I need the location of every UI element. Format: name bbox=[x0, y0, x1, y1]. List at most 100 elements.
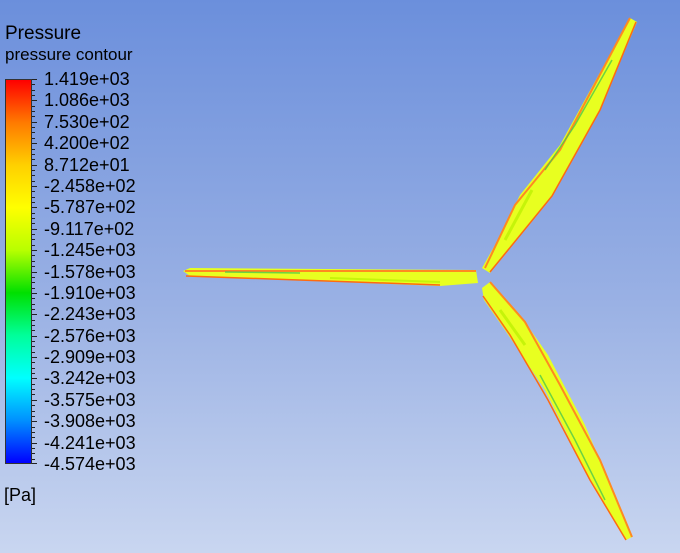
colorbar-tick-label: -4.574e+03 bbox=[44, 454, 136, 474]
colorbar-minor-tick bbox=[32, 234, 35, 236]
blade-lower bbox=[482, 281, 633, 541]
colorbar-minor-tick bbox=[32, 169, 35, 171]
colorbar-minor-tick bbox=[32, 132, 35, 134]
colorbar-minor-tick bbox=[32, 405, 35, 407]
colorbar-tick bbox=[32, 271, 37, 273]
colorbar-tick-label: -2.243e+03 bbox=[44, 304, 136, 325]
colorbar-minor-tick bbox=[32, 180, 35, 182]
colorbar-tick-label: 1.419e+03 bbox=[44, 69, 130, 89]
colorbar-minor-tick bbox=[32, 137, 35, 139]
colorbar-tick-label: -1.245e+03 bbox=[44, 240, 136, 261]
colorbar-minor-tick bbox=[32, 266, 35, 268]
colorbar-tick bbox=[32, 121, 37, 123]
colorbar-minor-tick bbox=[32, 159, 35, 161]
colorbar-minor-tick bbox=[32, 367, 35, 369]
colorbar-minor-tick bbox=[32, 298, 35, 300]
colorbar-minor-tick bbox=[32, 239, 35, 241]
blade-left bbox=[183, 268, 478, 286]
colorbar-tick-label: 4.200e+02 bbox=[44, 133, 130, 154]
colorbar-minor-tick bbox=[32, 453, 35, 455]
colorbar-minor-tick bbox=[32, 319, 35, 321]
colorbar-minor-tick bbox=[32, 389, 35, 391]
pressure-colorbar bbox=[5, 79, 32, 464]
colorbar-minor-tick bbox=[32, 191, 35, 193]
colorbar-minor-tick bbox=[32, 153, 35, 155]
colorbar-tick-label: -1.578e+03 bbox=[44, 261, 136, 282]
colorbar-minor-tick bbox=[32, 303, 35, 305]
colorbar-tick bbox=[32, 442, 37, 444]
colorbar-tick bbox=[32, 143, 37, 145]
colorbar-tick-label: -3.908e+03 bbox=[44, 411, 136, 432]
colorbar-minor-tick bbox=[32, 148, 35, 150]
colorbar-minor-tick bbox=[32, 346, 35, 348]
colorbar-tick-label: -5.787e+02 bbox=[44, 197, 136, 218]
colorbar-tick bbox=[32, 357, 37, 359]
colorbar-minor-tick bbox=[32, 410, 35, 412]
colorbar-minor-tick bbox=[32, 324, 35, 326]
colorbar-tick-label: -9.117e+02 bbox=[44, 218, 135, 239]
colorbar-tick-label: 1.086e+03 bbox=[44, 90, 130, 111]
colorbar-tick bbox=[32, 79, 37, 80]
colorbar-tick-label: -4.241e+03 bbox=[44, 432, 136, 453]
colorbar-tick-label: -1.910e+03 bbox=[44, 282, 136, 303]
colorbar-minor-tick bbox=[32, 244, 35, 246]
colorbar-tick bbox=[32, 292, 37, 294]
colorbar-minor-tick bbox=[32, 105, 35, 107]
colorbar-tick bbox=[32, 335, 37, 337]
colorbar-tick bbox=[32, 399, 37, 401]
colorbar-minor-tick bbox=[32, 127, 35, 129]
colorbar-minor-tick bbox=[32, 84, 35, 86]
colorbar-tick-label: 8.712e+01 bbox=[44, 154, 130, 175]
colorbar-minor-tick bbox=[32, 308, 35, 310]
colorbar-minor-tick bbox=[32, 95, 35, 97]
colorbar-tick bbox=[32, 164, 37, 166]
blade-upper bbox=[482, 17, 637, 273]
colorbar-minor-tick bbox=[32, 415, 35, 417]
colorbar-minor-tick bbox=[32, 351, 35, 353]
legend-subtitle: pressure contour bbox=[5, 45, 133, 64]
colorbar-minor-tick bbox=[32, 458, 35, 460]
colorbar-minor-tick bbox=[32, 218, 35, 220]
colorbar-minor-tick bbox=[32, 362, 35, 364]
colorbar-minor-tick bbox=[32, 437, 35, 439]
colorbar-tick-label: 7.530e+02 bbox=[44, 111, 130, 132]
colorbar-tick bbox=[32, 228, 37, 230]
colorbar-minor-tick bbox=[32, 196, 35, 198]
colorbar-tick bbox=[32, 314, 37, 316]
colorbar-tick-label: -3.575e+03 bbox=[44, 389, 136, 410]
colorbar-minor-tick bbox=[32, 330, 35, 332]
colorbar-minor-tick bbox=[32, 447, 35, 449]
legend-title: Pressure bbox=[5, 23, 82, 44]
colorbar-tick-label: -2.576e+03 bbox=[44, 325, 136, 346]
colorbar-minor-tick bbox=[32, 116, 35, 118]
colorbar-tick bbox=[32, 100, 37, 102]
colorbar-minor-tick bbox=[32, 111, 35, 113]
colorbar-minor-tick bbox=[32, 383, 35, 385]
colorbar-tick-label: -2.458e+02 bbox=[44, 175, 136, 196]
colorbar-minor-tick bbox=[32, 341, 35, 342]
colorbar-minor-tick bbox=[32, 394, 35, 396]
colorbar-tick bbox=[32, 207, 37, 209]
colorbar-tick bbox=[32, 463, 37, 464]
colorbar-tick bbox=[32, 250, 37, 252]
colorbar-minor-tick bbox=[32, 175, 35, 177]
colorbar-minor-tick bbox=[32, 287, 35, 289]
colorbar-tick-label: -2.909e+03 bbox=[44, 347, 136, 368]
colorbar-tick bbox=[32, 378, 37, 380]
colorbar-minor-tick bbox=[32, 223, 35, 225]
colorbar-minor-tick bbox=[32, 276, 35, 278]
colorbar-minor-tick bbox=[32, 431, 35, 433]
colorbar-tick bbox=[32, 185, 37, 187]
colorbar-minor-tick bbox=[32, 282, 35, 284]
colorbar-minor-tick bbox=[32, 212, 35, 214]
colorbar-ticks bbox=[32, 79, 40, 464]
colorbar-minor-tick bbox=[32, 255, 35, 257]
colorbar-minor-tick bbox=[32, 426, 35, 428]
colorbar-minor-tick bbox=[32, 89, 35, 91]
unit-label: [Pa] bbox=[4, 485, 37, 505]
colorbar-tick bbox=[32, 421, 37, 423]
colorbar-minor-tick bbox=[32, 373, 35, 375]
colorbar-tick-label: -3.242e+03 bbox=[44, 368, 136, 389]
